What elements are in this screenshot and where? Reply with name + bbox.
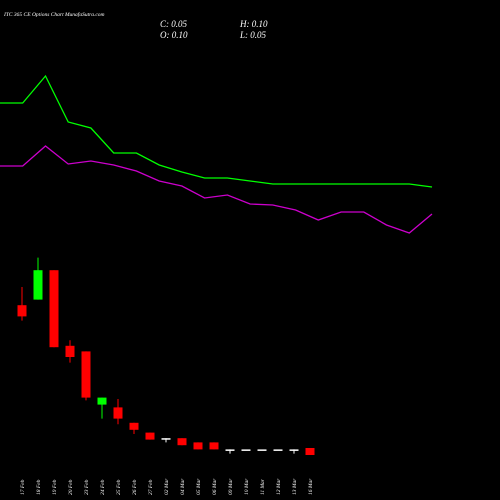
x-tick-label: 20 Feb bbox=[68, 479, 74, 495]
candle-body bbox=[289, 449, 299, 451]
candle-body bbox=[241, 449, 251, 451]
candle-body bbox=[17, 305, 27, 317]
x-tick-label: 23 Feb bbox=[84, 479, 90, 495]
candle-body bbox=[129, 422, 139, 430]
candle-body bbox=[193, 442, 203, 450]
candle-body bbox=[145, 432, 155, 440]
open-label: O: 0.10 bbox=[160, 30, 188, 40]
x-tick-label: 04 Mar bbox=[179, 478, 186, 495]
close-label: C: 0.05 bbox=[160, 19, 188, 29]
low-label: L: 0.05 bbox=[239, 30, 267, 40]
x-tick-label: 05 Mar bbox=[196, 478, 202, 495]
x-tick-label: 27 Feb bbox=[148, 479, 154, 495]
candle-body bbox=[177, 438, 187, 446]
high-label: H: 0.10 bbox=[239, 19, 268, 29]
x-tick-label: 26 Feb bbox=[132, 479, 138, 495]
indicator-line bbox=[0, 145, 433, 234]
indicator-line bbox=[0, 74, 433, 188]
candle-body bbox=[225, 449, 235, 451]
x-tick-label: 02 Mar bbox=[164, 478, 170, 495]
candle-body bbox=[113, 407, 123, 419]
x-tick-label: 09 Mar bbox=[228, 478, 234, 495]
candle-body bbox=[97, 397, 107, 405]
x-tick-label: 06 Mar bbox=[212, 478, 218, 495]
x-tick-label: 13 Mar bbox=[292, 478, 298, 495]
candle-body bbox=[257, 449, 267, 451]
candle-body bbox=[161, 438, 171, 440]
candle-body bbox=[305, 448, 315, 455]
x-tick-label: 24 Feb bbox=[99, 479, 106, 495]
x-tick-label: 18 Feb bbox=[36, 479, 42, 495]
x-tick-label: 11 Mar bbox=[260, 478, 266, 495]
candle-body bbox=[33, 270, 43, 300]
x-tick-label: 12 Mar bbox=[276, 478, 282, 495]
candle-body bbox=[81, 351, 91, 398]
candle-body bbox=[273, 449, 283, 451]
x-tick-label: 17 Feb bbox=[20, 479, 26, 495]
x-tick-label: 16 Mar bbox=[308, 478, 314, 495]
candle-body bbox=[65, 345, 75, 357]
x-tick-label: 10 Mar bbox=[244, 478, 250, 495]
candle-body bbox=[209, 442, 219, 450]
x-tick-label: 25 Feb bbox=[116, 479, 122, 495]
chart-title: ITC 365 CE Options Chart MunafaSutra.com bbox=[3, 11, 105, 18]
x-tick-label: 19 Feb bbox=[52, 479, 58, 495]
candle-body bbox=[49, 270, 59, 348]
